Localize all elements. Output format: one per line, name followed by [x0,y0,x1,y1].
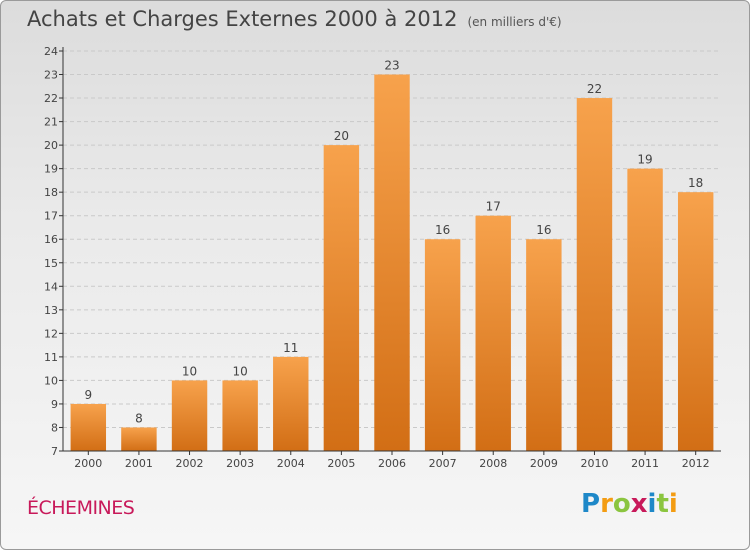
data-label: 16 [536,223,551,237]
x-tick-label: 2012 [682,457,710,470]
data-label: 20 [334,129,349,143]
y-tick-label: 19 [44,163,58,176]
data-label: 22 [587,82,602,96]
y-tick-label: 7 [51,445,58,458]
chart-subtitle: (en milliers d'€) [467,15,562,29]
y-tick-label: 16 [44,233,58,246]
y-tick-label: 18 [44,186,58,199]
data-label: 19 [637,153,652,167]
y-tick-label: 22 [44,92,58,105]
x-tick-label: 2005 [327,457,355,470]
data-label: 10 [182,364,197,378]
bar-2004[interactable] [273,356,309,451]
x-tick-label: 2006 [378,457,406,470]
y-tick-label: 9 [51,398,58,411]
y-tick-label: 10 [44,374,58,387]
bar-2010[interactable] [576,98,613,451]
x-tick-label: 2000 [74,457,102,470]
y-tick-label: 13 [44,304,58,317]
y-tick-label: 11 [44,351,58,364]
bar-2005[interactable] [323,145,360,451]
y-tick-label: 15 [44,257,58,270]
bar-2006[interactable] [374,74,410,451]
logo-letter: P [581,489,601,519]
y-tick-label: 21 [44,116,58,129]
bar-2008[interactable] [475,215,511,451]
logo-letter: i [668,489,678,519]
logo-letter: x [630,489,648,519]
logo-letter: t [656,489,669,519]
bar-2007[interactable] [424,239,461,451]
axes [59,47,721,455]
x-tick-label: 2011 [631,457,659,470]
y-tick-label: 24 [44,45,58,58]
bars [70,74,714,452]
bar-2001[interactable] [121,427,157,451]
data-label: 9 [84,388,92,402]
y-tick-label: 12 [44,327,58,340]
x-tick-label: 2004 [277,457,305,470]
x-tick-label: 2003 [226,457,254,470]
data-label: 8 [135,411,143,425]
logo-letter: o [612,489,631,519]
y-tick-label: 23 [44,69,58,82]
x-tick-label: 2008 [479,457,507,470]
data-label: 16 [435,223,450,237]
y-tick-label: 17 [44,210,58,223]
x-tick-label: 2001 [125,457,153,470]
x-tick-label: 2009 [530,457,558,470]
data-label: 17 [486,200,501,214]
bar-2012[interactable] [677,192,714,452]
data-label: 11 [283,341,298,355]
bar-2000[interactable] [70,403,107,451]
bar-2011[interactable] [627,168,663,451]
data-label: 18 [688,176,703,190]
data-label: 23 [384,59,399,73]
chart-title: Achats et Charges Externes 2000 à 2012 (e… [27,7,562,31]
data-label: 10 [233,364,248,378]
bar-2009[interactable] [526,239,562,451]
proxiti-logo[interactable]: Proxiti [581,489,678,519]
x-tick-label: 2010 [580,457,608,470]
bar-2003[interactable] [222,380,258,451]
y-tick-label: 14 [44,280,58,293]
x-tick-label: 2007 [429,457,457,470]
logo-letter: r [600,489,613,519]
logo-letter: i [647,489,657,519]
bar-2002[interactable] [171,380,208,451]
title-text: Achats et Charges Externes 2000 à 2012 [27,7,458,31]
y-tick-label: 8 [51,421,58,434]
y-tick-label: 20 [44,139,58,152]
labels: 7 8 9 10 11 12 13 14 15 16 17 18 19 20 21 22 23 24 9 2000 8 2… [44,45,710,470]
x-tick-label: 2002 [176,457,204,470]
commune-name: ÉCHEMINES [27,497,135,519]
